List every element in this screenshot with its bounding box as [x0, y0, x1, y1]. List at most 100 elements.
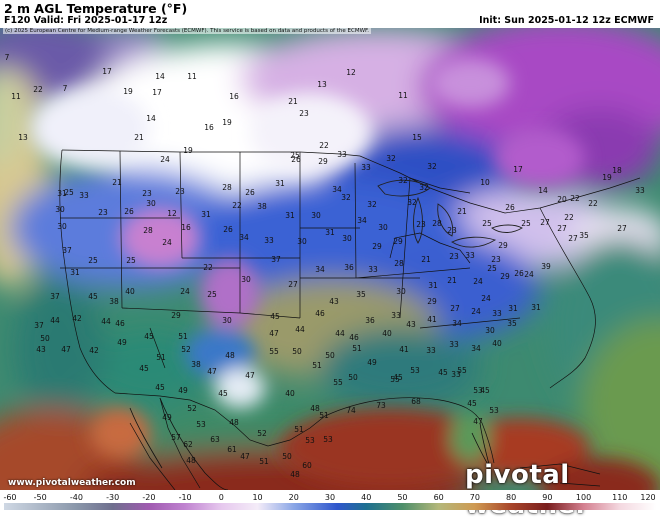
- temperature-label: 19: [183, 146, 193, 155]
- temperature-label: 34: [452, 319, 462, 328]
- colorbar-tick-label: 90: [542, 493, 552, 502]
- temperature-label: 31: [201, 210, 211, 219]
- temperature-label: 34: [332, 185, 342, 194]
- temperature-label: 33: [361, 163, 371, 172]
- temperature-label: 26: [245, 188, 255, 197]
- colorbar-tick-label: 30: [325, 493, 335, 502]
- temperature-label: 12: [167, 209, 177, 218]
- temperature-label: 16: [229, 92, 239, 101]
- temperature-label: 31: [57, 189, 67, 198]
- colorbar-tick-label: -30: [106, 493, 119, 502]
- temperature-label: 44: [295, 325, 305, 334]
- temperature-label: 46: [115, 319, 125, 328]
- temperature-label: 45: [88, 292, 98, 301]
- temperature-label: 53: [410, 366, 420, 375]
- temperature-label: 23: [142, 189, 152, 198]
- temperature-label: 29: [427, 297, 437, 306]
- temperature-label: 21: [288, 97, 298, 106]
- temperature-label: 25: [290, 151, 300, 160]
- temperature-label: 35: [356, 290, 366, 299]
- temperature-label: 55: [333, 378, 343, 387]
- temperature-label: 50: [282, 452, 292, 461]
- temperature-label: 42: [72, 314, 82, 323]
- temperature-label: 32: [341, 193, 351, 202]
- temperature-label: 25: [64, 188, 74, 197]
- temperature-label: 24: [471, 307, 481, 316]
- temperature-label: 29: [318, 157, 328, 166]
- temperature-label: 47: [207, 367, 217, 376]
- temperature-label: 51: [156, 353, 166, 362]
- temperature-label: 11: [11, 92, 21, 101]
- temperature-label: 24: [524, 270, 534, 279]
- temperature-label: 32: [386, 154, 396, 163]
- temperature-label: 45: [139, 364, 149, 373]
- temperature-label: 53: [196, 420, 206, 429]
- temperature-label: 40: [492, 339, 502, 348]
- temperature-label: 30: [146, 199, 156, 208]
- colorbar-tick-label: -10: [179, 493, 192, 502]
- temperature-label: 23: [416, 220, 426, 229]
- temperature-label: 51: [312, 361, 322, 370]
- temperature-label: 37: [34, 321, 44, 330]
- temperature-label: 30: [311, 211, 321, 220]
- temperature-label: 33: [492, 309, 502, 318]
- temperature-label: 44: [101, 317, 111, 326]
- temperature-label: 73: [376, 401, 386, 410]
- temperature-label: 43: [329, 297, 339, 306]
- temperature-label: 45: [438, 368, 448, 377]
- temperature-label: 11: [398, 91, 408, 100]
- temperature-label: 45: [270, 312, 280, 321]
- temperature-label: 22: [203, 263, 213, 272]
- temperature-label: 22: [232, 201, 242, 210]
- temperature-label: 55: [457, 366, 467, 375]
- temperature-label: 28: [432, 219, 442, 228]
- temperature-label: 22: [564, 213, 574, 222]
- temperature-label: 51: [178, 332, 188, 341]
- temperature-label: 47: [269, 329, 279, 338]
- temperature-label: 53: [323, 435, 333, 444]
- temperature-label: 33: [635, 186, 645, 195]
- colorbar-tick-label: 50: [397, 493, 407, 502]
- temperature-label: 21: [134, 133, 144, 142]
- temperature-label: 38: [191, 360, 201, 369]
- temperature-label: 48: [225, 351, 235, 360]
- colorbar-tick-label: 60: [434, 493, 444, 502]
- temperature-label: 31: [275, 179, 285, 188]
- temperature-label: 25: [482, 219, 492, 228]
- temperature-label: 27: [617, 224, 627, 233]
- temperature-label: 32: [419, 183, 429, 192]
- temperature-label: 13: [18, 133, 28, 142]
- temperature-label: 23: [449, 252, 459, 261]
- temperature-label: 22: [33, 85, 43, 94]
- temperature-label: 10: [480, 178, 490, 187]
- temperature-label: 42: [89, 346, 99, 355]
- temperature-label: 51: [259, 457, 269, 466]
- temperature-label: 47: [245, 371, 255, 380]
- temperature-label: 41: [427, 315, 437, 324]
- temperature-label: 37: [50, 292, 60, 301]
- temperature-label: 19: [602, 173, 612, 182]
- temperature-label: 31: [428, 281, 438, 290]
- temperature-label: 32: [427, 162, 437, 171]
- temperature-label: 40: [382, 329, 392, 338]
- colorbar-tick-label: 0: [219, 493, 224, 502]
- temperature-label: 40: [285, 389, 295, 398]
- temperature-label: 57: [171, 433, 181, 442]
- temperature-label: 45: [393, 373, 403, 382]
- colorbar-tick-label: -50: [34, 493, 47, 502]
- temperature-label: 34: [357, 216, 367, 225]
- temperature-label: 31: [70, 268, 80, 277]
- temperature-label: 14: [155, 72, 165, 81]
- temperature-label: 33: [368, 265, 378, 274]
- temperature-label: 17: [152, 88, 162, 97]
- temperature-label: 15: [412, 133, 422, 142]
- temperature-label: 47: [61, 345, 71, 354]
- temperature-label: 51: [352, 344, 362, 353]
- temperature-label: 48: [290, 470, 300, 479]
- temperature-label: 51: [294, 425, 304, 434]
- temperature-label: 27: [557, 224, 567, 233]
- temperature-label: 7: [5, 53, 10, 62]
- temperature-label: 30: [57, 222, 67, 231]
- temperature-label: 49: [178, 386, 188, 395]
- temperature-label: 33: [465, 251, 475, 260]
